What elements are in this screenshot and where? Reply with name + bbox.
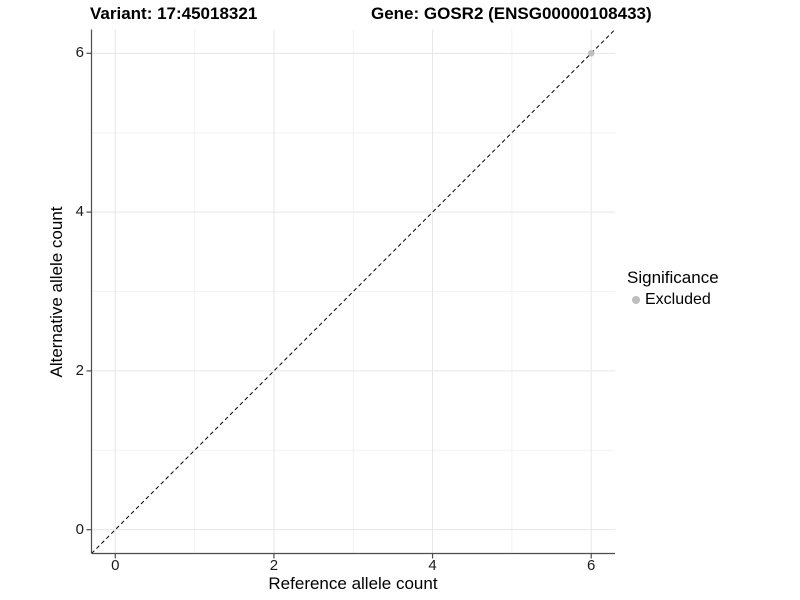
y-axis-title: Alternative allele count [47,206,66,378]
x-tick-label: 2 [269,557,279,574]
y-tick-label: 4 [75,203,84,221]
legend-title: Significance [627,268,719,287]
excluded-point-icon [632,296,640,304]
x-tick-label: 4 [428,557,437,574]
x-axis-title: Reference allele count [268,574,438,593]
y-tick-label: 2 [75,361,84,379]
y-tick-label: 0 [75,520,84,538]
legend-item-excluded: Excluded [632,291,719,309]
gene-title: Gene: GOSR2 (ENSG00000108433) [371,4,652,23]
x-tick-label: 6 [587,557,596,574]
variant-title: Variant: 17:45018321 [90,4,258,23]
legend-item-label: Excluded [645,291,711,308]
data-point [588,50,595,57]
x-tick-label: 0 [111,557,120,574]
legend: Significance Excluded [627,268,719,309]
y-tick-label: 6 [75,44,84,62]
